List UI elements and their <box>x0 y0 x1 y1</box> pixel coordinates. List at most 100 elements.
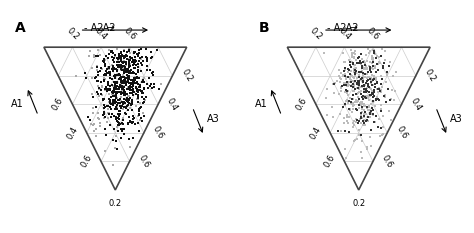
Point <box>356 75 363 79</box>
Point <box>122 90 129 94</box>
Point <box>98 66 105 69</box>
Point <box>111 87 118 91</box>
Point <box>107 123 114 127</box>
Point <box>367 70 374 74</box>
Point <box>353 92 360 96</box>
Point <box>374 62 382 66</box>
Point <box>135 129 143 133</box>
Point <box>387 119 394 122</box>
Point <box>124 99 131 103</box>
Point <box>340 83 348 87</box>
Point <box>115 87 123 91</box>
Point <box>351 100 359 104</box>
Point <box>360 60 367 64</box>
Point <box>118 58 125 62</box>
Point <box>104 82 112 86</box>
Point <box>370 48 377 52</box>
Point <box>110 74 118 78</box>
Point <box>108 90 116 94</box>
Point <box>364 86 371 90</box>
Text: A1: A1 <box>255 99 267 109</box>
Point <box>88 122 95 126</box>
Point <box>353 82 361 86</box>
Point <box>125 67 132 70</box>
Point <box>81 71 89 75</box>
Point <box>118 123 126 126</box>
Point <box>116 97 124 101</box>
Point <box>118 130 126 133</box>
Point <box>107 107 115 111</box>
Point <box>330 82 337 86</box>
Point <box>105 92 112 96</box>
Point <box>106 89 114 92</box>
Point <box>122 53 130 56</box>
Point <box>113 90 121 94</box>
Point <box>109 112 116 116</box>
Point <box>125 97 132 101</box>
Point <box>381 95 389 99</box>
Point <box>134 69 142 72</box>
Point <box>349 102 356 106</box>
Point <box>127 88 134 92</box>
Point <box>352 93 359 96</box>
Point <box>127 69 134 73</box>
Point <box>96 69 104 73</box>
Point <box>129 83 137 87</box>
Point <box>360 96 368 99</box>
Point <box>136 112 143 116</box>
Point <box>372 99 380 102</box>
Point <box>121 65 129 69</box>
Point <box>127 103 134 107</box>
Point <box>344 84 351 88</box>
Point <box>362 65 370 69</box>
Point <box>375 60 383 64</box>
Point <box>360 71 367 75</box>
Point <box>125 48 132 52</box>
Point <box>372 57 380 60</box>
Point <box>107 50 114 54</box>
Point <box>366 111 374 114</box>
Point <box>372 52 379 56</box>
Point <box>123 96 130 100</box>
Point <box>123 76 130 80</box>
Point <box>138 80 146 84</box>
Point <box>112 105 120 109</box>
Point <box>100 97 107 101</box>
Point <box>115 123 123 126</box>
Point <box>128 56 136 60</box>
Point <box>128 100 136 104</box>
Point <box>133 75 141 79</box>
Point <box>370 95 377 99</box>
Point <box>122 70 130 74</box>
Point <box>118 79 126 82</box>
Point <box>117 56 124 59</box>
Point <box>120 85 128 88</box>
Text: 0.6: 0.6 <box>51 96 65 112</box>
Point <box>368 78 375 81</box>
Point <box>342 82 350 86</box>
Point <box>111 146 119 150</box>
Point <box>112 80 120 84</box>
Point <box>323 87 331 91</box>
Point <box>354 56 362 60</box>
Point <box>347 79 355 83</box>
Point <box>106 87 114 91</box>
Point <box>130 90 137 94</box>
Point <box>359 139 366 143</box>
Point <box>350 93 357 96</box>
Point <box>113 87 120 91</box>
Point <box>134 89 141 93</box>
Point <box>113 73 121 77</box>
Point <box>109 63 116 67</box>
Point <box>120 61 128 64</box>
Point <box>360 84 367 87</box>
Point <box>374 81 381 84</box>
Text: 0.6: 0.6 <box>137 153 151 169</box>
Point <box>105 112 113 115</box>
Point <box>128 102 136 106</box>
Point <box>118 104 125 108</box>
Point <box>96 53 103 57</box>
Point <box>120 56 128 60</box>
Point <box>371 85 379 88</box>
Point <box>347 48 355 52</box>
